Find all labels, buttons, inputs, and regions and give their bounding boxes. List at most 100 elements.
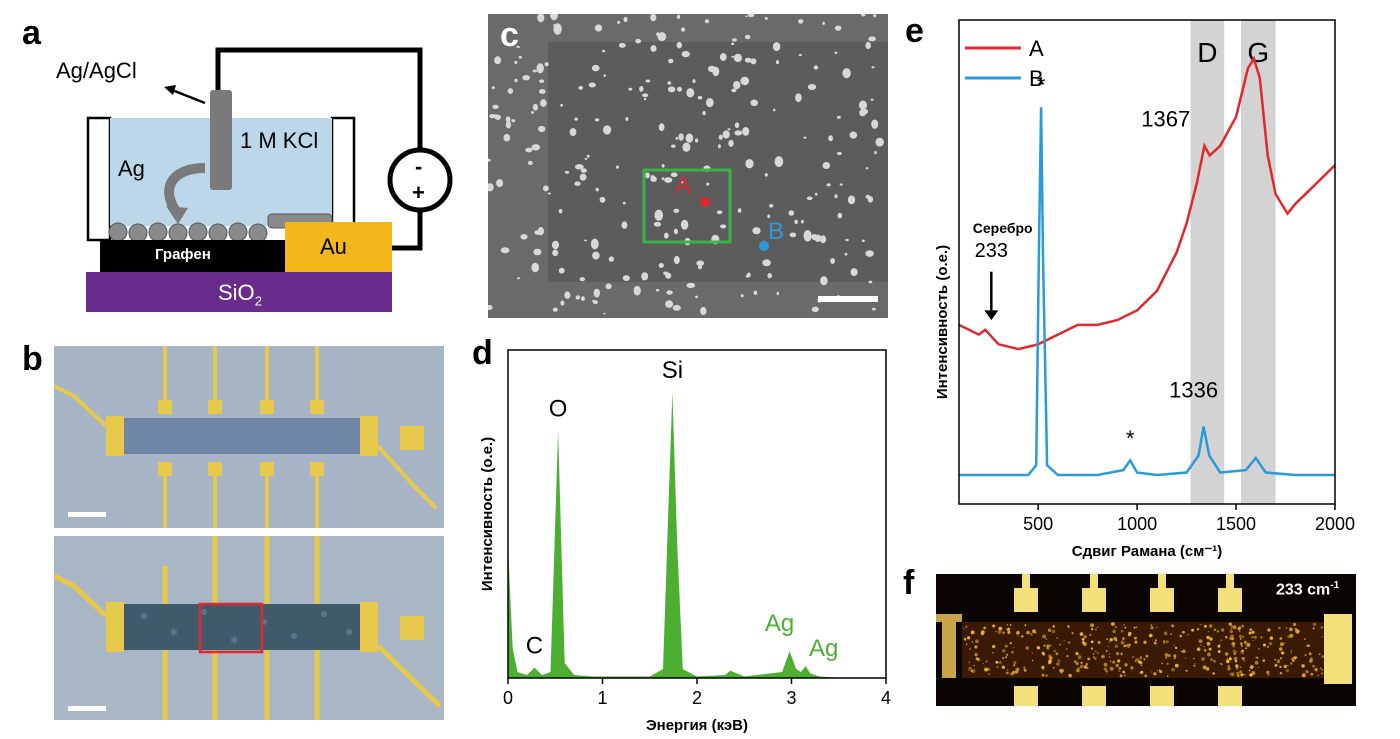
sem-particle bbox=[720, 224, 727, 229]
map-speckle bbox=[1045, 638, 1048, 640]
map-speckle bbox=[1119, 674, 1123, 678]
sem-particle bbox=[618, 42, 626, 48]
peak-label: C bbox=[526, 633, 543, 660]
sem-particle bbox=[580, 168, 587, 173]
map-speckle bbox=[1092, 653, 1095, 655]
sem-particle bbox=[798, 54, 802, 56]
sem-particle bbox=[875, 137, 884, 147]
map-speckle bbox=[1108, 653, 1111, 655]
map-speckle bbox=[1091, 628, 1094, 631]
sem-particle bbox=[658, 123, 665, 132]
sem-particle bbox=[658, 263, 664, 268]
map-speckle bbox=[1101, 655, 1104, 658]
map-speckle bbox=[1126, 643, 1131, 648]
map-speckle bbox=[1220, 639, 1223, 642]
map-speckle bbox=[1086, 667, 1089, 670]
sem-particle bbox=[712, 66, 720, 77]
sem-particle bbox=[594, 118, 600, 122]
sem-particle bbox=[700, 306, 707, 316]
panel-a: a Ag/AgCl 1 M KCl Ag Гр bbox=[0, 0, 470, 330]
sem-particle bbox=[518, 55, 522, 59]
map-speckle bbox=[1179, 634, 1182, 638]
sem-particle bbox=[744, 57, 752, 63]
map-speckle bbox=[1227, 667, 1231, 671]
map-speckle bbox=[1171, 624, 1174, 628]
sem-particle bbox=[673, 208, 680, 213]
map-speckle bbox=[1256, 656, 1259, 659]
map-speckle bbox=[1109, 641, 1111, 643]
sio2-substrate bbox=[86, 272, 392, 312]
map-speckle bbox=[1006, 628, 1010, 631]
sem-particle bbox=[667, 86, 676, 93]
sem-particle bbox=[603, 312, 606, 315]
map-speckle bbox=[987, 668, 991, 671]
map-speckle bbox=[1233, 656, 1238, 661]
sem-particle bbox=[871, 66, 875, 69]
circuit-wire-bottom bbox=[392, 210, 423, 251]
sem-particle bbox=[847, 195, 856, 205]
sem-particle bbox=[767, 214, 771, 218]
map-speckle bbox=[1059, 643, 1061, 646]
map-speckle bbox=[1021, 635, 1024, 638]
panel-c-label: c bbox=[500, 16, 519, 54]
map-speckle bbox=[1191, 628, 1194, 632]
map-speckle bbox=[1090, 640, 1094, 644]
graphene-layer bbox=[100, 240, 285, 272]
sem-particle bbox=[740, 294, 744, 298]
sem-particle bbox=[722, 130, 730, 139]
au-label: Au bbox=[320, 234, 347, 259]
map-speckle bbox=[1296, 632, 1299, 634]
map-speckle bbox=[1006, 624, 1008, 626]
sem-particle bbox=[653, 221, 662, 227]
sem-particle bbox=[861, 14, 866, 17]
map-speckle bbox=[1150, 624, 1153, 627]
map-speckle bbox=[1063, 640, 1065, 642]
map-speckle bbox=[1237, 674, 1240, 677]
sem-particle bbox=[564, 291, 571, 299]
sem-particle bbox=[836, 115, 841, 119]
silver-annotation: Серебро bbox=[973, 220, 1033, 236]
sem-particle bbox=[692, 79, 696, 84]
map-speckle bbox=[1310, 672, 1313, 676]
sem-particle bbox=[813, 65, 819, 70]
map-speckle bbox=[1067, 641, 1071, 644]
map-speckle bbox=[973, 664, 975, 667]
sem-particle bbox=[727, 128, 731, 131]
map-speckle bbox=[1109, 666, 1114, 671]
sem-particle bbox=[491, 86, 495, 89]
map-speckle bbox=[1007, 627, 1011, 631]
map-speckle bbox=[971, 669, 976, 674]
sem-particle bbox=[488, 305, 493, 310]
sem-particle bbox=[681, 27, 686, 32]
map-speckle bbox=[1051, 629, 1056, 634]
sem-particle bbox=[682, 142, 691, 152]
map-speckle bbox=[1005, 656, 1008, 659]
peak-label: Ag bbox=[765, 610, 794, 637]
map-speckle bbox=[1240, 645, 1243, 647]
map-speckle bbox=[1319, 667, 1322, 670]
sem-particle bbox=[532, 103, 538, 111]
map-speckle bbox=[1287, 664, 1289, 667]
sem-particle bbox=[603, 74, 606, 77]
map-speckle bbox=[1180, 650, 1183, 653]
voltage-source-icon bbox=[387, 147, 453, 213]
map-speckle bbox=[1118, 670, 1121, 673]
x-tick-label: 2000 bbox=[1315, 514, 1355, 534]
map-speckle bbox=[1106, 638, 1108, 640]
map-speckle bbox=[1049, 644, 1052, 647]
map-speckle bbox=[1165, 640, 1169, 644]
map-speckle bbox=[1143, 640, 1147, 644]
scale-bar bbox=[68, 512, 106, 517]
map-speckle bbox=[1011, 670, 1016, 675]
map-speckle bbox=[1135, 658, 1140, 662]
map-speckle bbox=[1116, 652, 1120, 656]
map-speckle bbox=[1163, 631, 1168, 636]
map-speckle bbox=[1002, 631, 1005, 635]
map-speckle bbox=[980, 632, 985, 636]
map-speckle bbox=[963, 637, 967, 641]
map-speckle bbox=[1200, 644, 1202, 646]
map-speckle bbox=[1257, 648, 1260, 650]
map-speckle bbox=[1023, 666, 1026, 669]
map-speckle bbox=[968, 661, 970, 663]
map-speckle bbox=[1257, 666, 1260, 669]
